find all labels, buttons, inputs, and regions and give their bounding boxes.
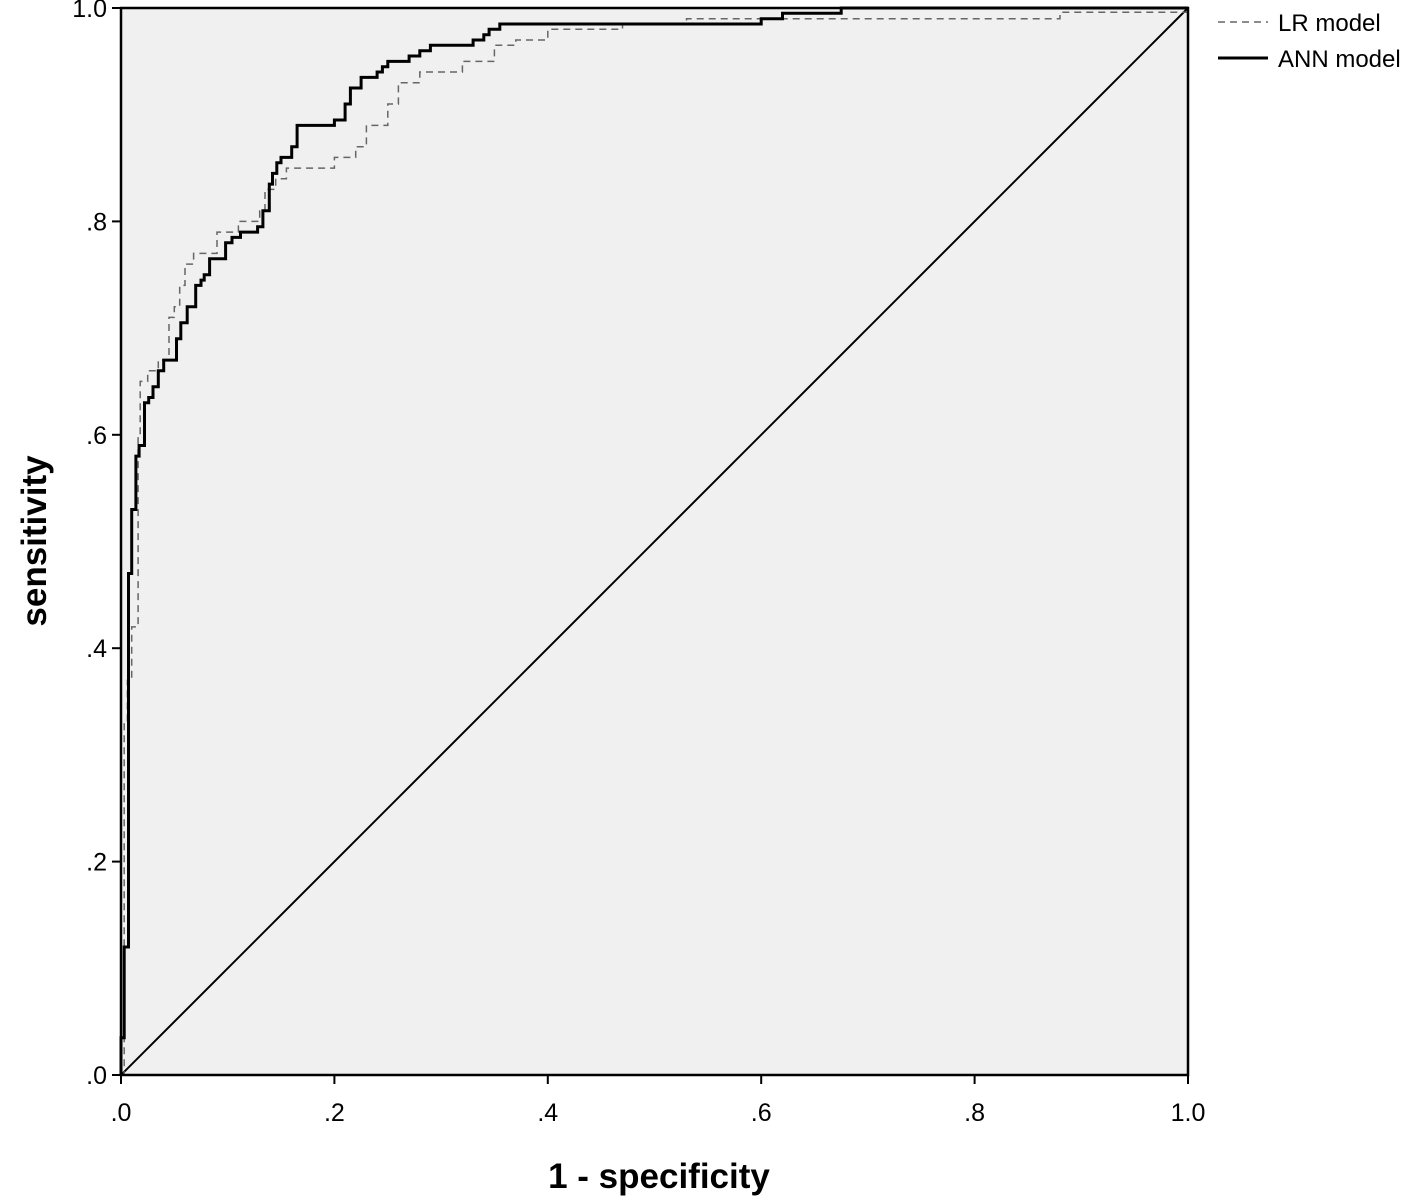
y-tick-label: .2 — [86, 849, 107, 877]
legend: LR model ANN model — [1218, 10, 1401, 73]
x-axis-title: 1 - specificity — [548, 1157, 770, 1196]
y-tick-label: .6 — [86, 422, 107, 450]
plot-frame — [119, 6, 1190, 1077]
y-tick-label: 1.0 — [72, 0, 107, 23]
x-tick-label: .4 — [537, 1099, 558, 1127]
y-axis-title: sensitivity — [15, 455, 54, 627]
y-tick-label: .0 — [86, 1062, 107, 1090]
legend-label-lr: LR model — [1278, 10, 1381, 37]
y-tick-label: .4 — [86, 635, 107, 663]
legend-label-ann: ANN model — [1278, 46, 1401, 73]
series-line-ann-model — [119, 6, 1188, 1075]
y-axis-ticks: .0 .2 .4 .6 .8 1.0 — [72, 0, 121, 1090]
reference-diagonal-line — [120, 7, 1189, 1076]
x-tick-label: .0 — [111, 1099, 132, 1127]
x-tick-label: .6 — [751, 1099, 772, 1127]
x-tick-label: 1.0 — [1171, 1099, 1206, 1127]
x-tick-label: .8 — [964, 1099, 985, 1127]
y-tick-label: .8 — [86, 208, 107, 236]
curves-layer — [119, 6, 1189, 1076]
x-tick-label: .2 — [324, 1099, 345, 1127]
x-axis-ticks: .0 .2 .4 .6 .8 1.0 — [111, 1075, 1206, 1127]
